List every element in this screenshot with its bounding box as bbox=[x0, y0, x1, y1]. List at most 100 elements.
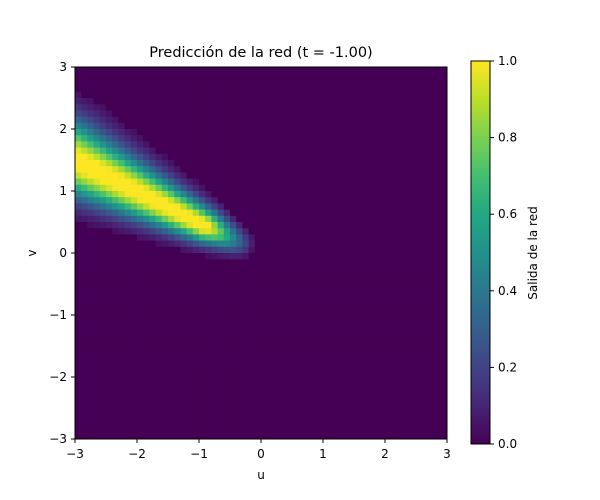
heatmap-cell bbox=[199, 197, 206, 204]
heatmap-cell bbox=[93, 240, 101, 248]
heatmap-cell bbox=[440, 222, 448, 229]
heatmap-cell bbox=[310, 215, 318, 223]
heatmap-cell bbox=[81, 129, 88, 136]
heatmap-cell bbox=[106, 79, 113, 86]
heatmap-cell bbox=[378, 228, 386, 235]
heatmap-cell bbox=[180, 383, 187, 390]
heatmap-cell bbox=[217, 370, 225, 378]
heatmap-cell bbox=[199, 315, 206, 322]
heatmap-cell bbox=[211, 160, 218, 167]
heatmap-cell bbox=[316, 184, 324, 192]
heatmap-cell bbox=[112, 85, 119, 93]
heatmap-cell bbox=[81, 73, 88, 80]
heatmap-cell bbox=[329, 333, 336, 341]
heatmap-cell bbox=[428, 339, 435, 347]
heatmap-cell bbox=[416, 333, 423, 341]
heatmap-cell bbox=[161, 222, 169, 229]
heatmap-cell bbox=[112, 98, 119, 105]
heatmap-cell bbox=[323, 67, 330, 74]
heatmap-cell bbox=[81, 290, 88, 297]
heatmap-cell bbox=[254, 265, 262, 272]
heatmap-cell bbox=[409, 191, 417, 198]
heatmap-cell bbox=[236, 395, 243, 403]
heatmap-cell bbox=[304, 209, 311, 217]
heatmap-cell bbox=[93, 246, 101, 254]
heatmap-cell bbox=[403, 290, 411, 297]
heatmap-cell bbox=[254, 85, 262, 93]
heatmap-cell bbox=[428, 166, 435, 173]
heatmap-cell bbox=[403, 265, 411, 272]
heatmap-cell bbox=[124, 414, 132, 421]
heatmap-cell bbox=[267, 184, 274, 192]
heatmap-cell bbox=[378, 116, 386, 124]
heatmap-cell bbox=[118, 228, 125, 235]
heatmap-cell bbox=[137, 277, 144, 285]
heatmap-cell bbox=[416, 209, 423, 217]
heatmap-cell bbox=[440, 203, 448, 210]
heatmap-cell bbox=[335, 73, 342, 80]
heatmap-cell bbox=[372, 178, 380, 186]
heatmap-cell bbox=[273, 160, 280, 167]
heatmap-cell bbox=[416, 364, 423, 372]
heatmap-cell bbox=[137, 191, 144, 198]
heatmap-cell bbox=[310, 296, 318, 303]
heatmap-cell bbox=[143, 395, 150, 403]
heatmap-cell bbox=[354, 253, 361, 260]
heatmap-cell bbox=[217, 290, 225, 297]
heatmap-cell bbox=[267, 358, 274, 365]
heatmap-cell bbox=[223, 215, 231, 223]
heatmap-cell bbox=[372, 432, 380, 440]
heatmap-cell bbox=[397, 209, 404, 217]
heatmap-cell bbox=[428, 116, 435, 124]
heatmap-cell bbox=[236, 277, 243, 285]
heatmap-cell bbox=[186, 222, 194, 229]
heatmap-cell bbox=[180, 228, 187, 235]
heatmap-cell bbox=[440, 129, 448, 136]
heatmap-cell bbox=[391, 98, 398, 105]
heatmap-cell bbox=[285, 339, 293, 347]
heatmap-cell bbox=[118, 308, 125, 316]
heatmap-cell bbox=[329, 110, 336, 117]
heatmap-cell bbox=[298, 222, 305, 229]
heatmap-cell bbox=[118, 116, 125, 124]
heatmap-cell bbox=[310, 228, 318, 235]
heatmap-cell bbox=[112, 178, 119, 186]
heatmap-cell bbox=[434, 85, 442, 93]
heatmap-cell bbox=[335, 420, 342, 427]
heatmap-cell bbox=[223, 308, 231, 316]
heatmap-cell bbox=[409, 401, 417, 409]
heatmap-cell bbox=[155, 228, 163, 235]
heatmap-cell bbox=[211, 352, 218, 359]
heatmap-cell bbox=[174, 389, 181, 396]
heatmap-cell bbox=[273, 172, 280, 179]
heatmap-cell bbox=[124, 160, 132, 167]
heatmap-cell bbox=[93, 308, 101, 316]
heatmap-cell bbox=[292, 98, 299, 105]
heatmap-cell bbox=[298, 203, 305, 210]
heatmap-cell bbox=[217, 203, 225, 210]
heatmap-cell bbox=[341, 346, 349, 353]
heatmap-cell bbox=[75, 259, 82, 266]
heatmap-cell bbox=[75, 315, 82, 322]
heatmap-cell bbox=[323, 370, 330, 378]
heatmap-cell bbox=[87, 377, 94, 384]
heatmap-cell bbox=[298, 358, 305, 365]
heatmap-cell bbox=[341, 377, 349, 384]
heatmap-cell bbox=[347, 352, 355, 359]
heatmap-cell bbox=[366, 209, 373, 217]
heatmap-cell bbox=[378, 191, 386, 198]
heatmap-cell bbox=[130, 370, 138, 378]
heatmap-cell bbox=[422, 389, 429, 396]
heatmap-cell bbox=[223, 222, 231, 229]
heatmap-cell bbox=[217, 234, 225, 241]
heatmap-cell bbox=[372, 308, 380, 316]
heatmap-cell bbox=[242, 153, 249, 161]
heatmap-cell bbox=[347, 253, 355, 260]
heatmap-cell bbox=[223, 110, 231, 117]
heatmap-cell bbox=[422, 432, 429, 440]
heatmap-cell bbox=[248, 370, 256, 378]
heatmap-cell bbox=[155, 302, 163, 310]
heatmap-cell bbox=[242, 160, 249, 167]
heatmap-cell bbox=[372, 141, 380, 148]
heatmap-cell bbox=[440, 197, 448, 204]
